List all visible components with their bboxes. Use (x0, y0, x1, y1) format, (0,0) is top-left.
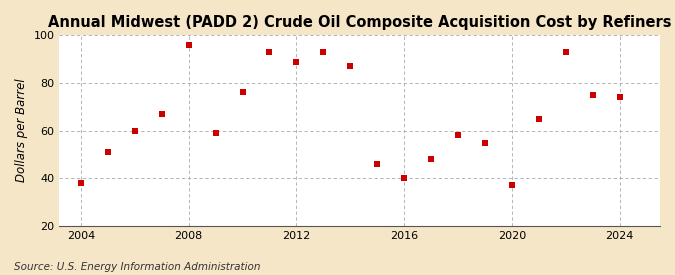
Point (237, 90, 248, 95)
Point (103, 150, 113, 154)
Point (372, 162, 383, 166)
Point (291, 59, 302, 64)
Point (210, 131, 221, 135)
Point (345, 64, 356, 68)
Point (426, 157, 437, 161)
Point (533, 117, 544, 121)
Text: Source: U.S. Energy Information Administration: Source: U.S. Energy Information Administ… (14, 262, 260, 272)
Point (184, 43, 194, 47)
Title: Annual Midwest (PADD 2) Crude Oil Composite Acquisition Cost by Refiners: Annual Midwest (PADD 2) Crude Oil Compos… (48, 15, 672, 30)
Point (157, 112, 167, 116)
Point (453, 133, 464, 138)
Point (76, 181, 86, 185)
Point (130, 128, 140, 133)
Point (587, 93, 598, 97)
Point (614, 95, 625, 100)
Point (479, 140, 490, 145)
Point (318, 50, 329, 54)
Point (264, 50, 275, 54)
Y-axis label: Dollars per Barrel: Dollars per Barrel (15, 79, 28, 182)
Point (399, 176, 410, 180)
Point (560, 50, 571, 54)
Point (506, 183, 517, 188)
